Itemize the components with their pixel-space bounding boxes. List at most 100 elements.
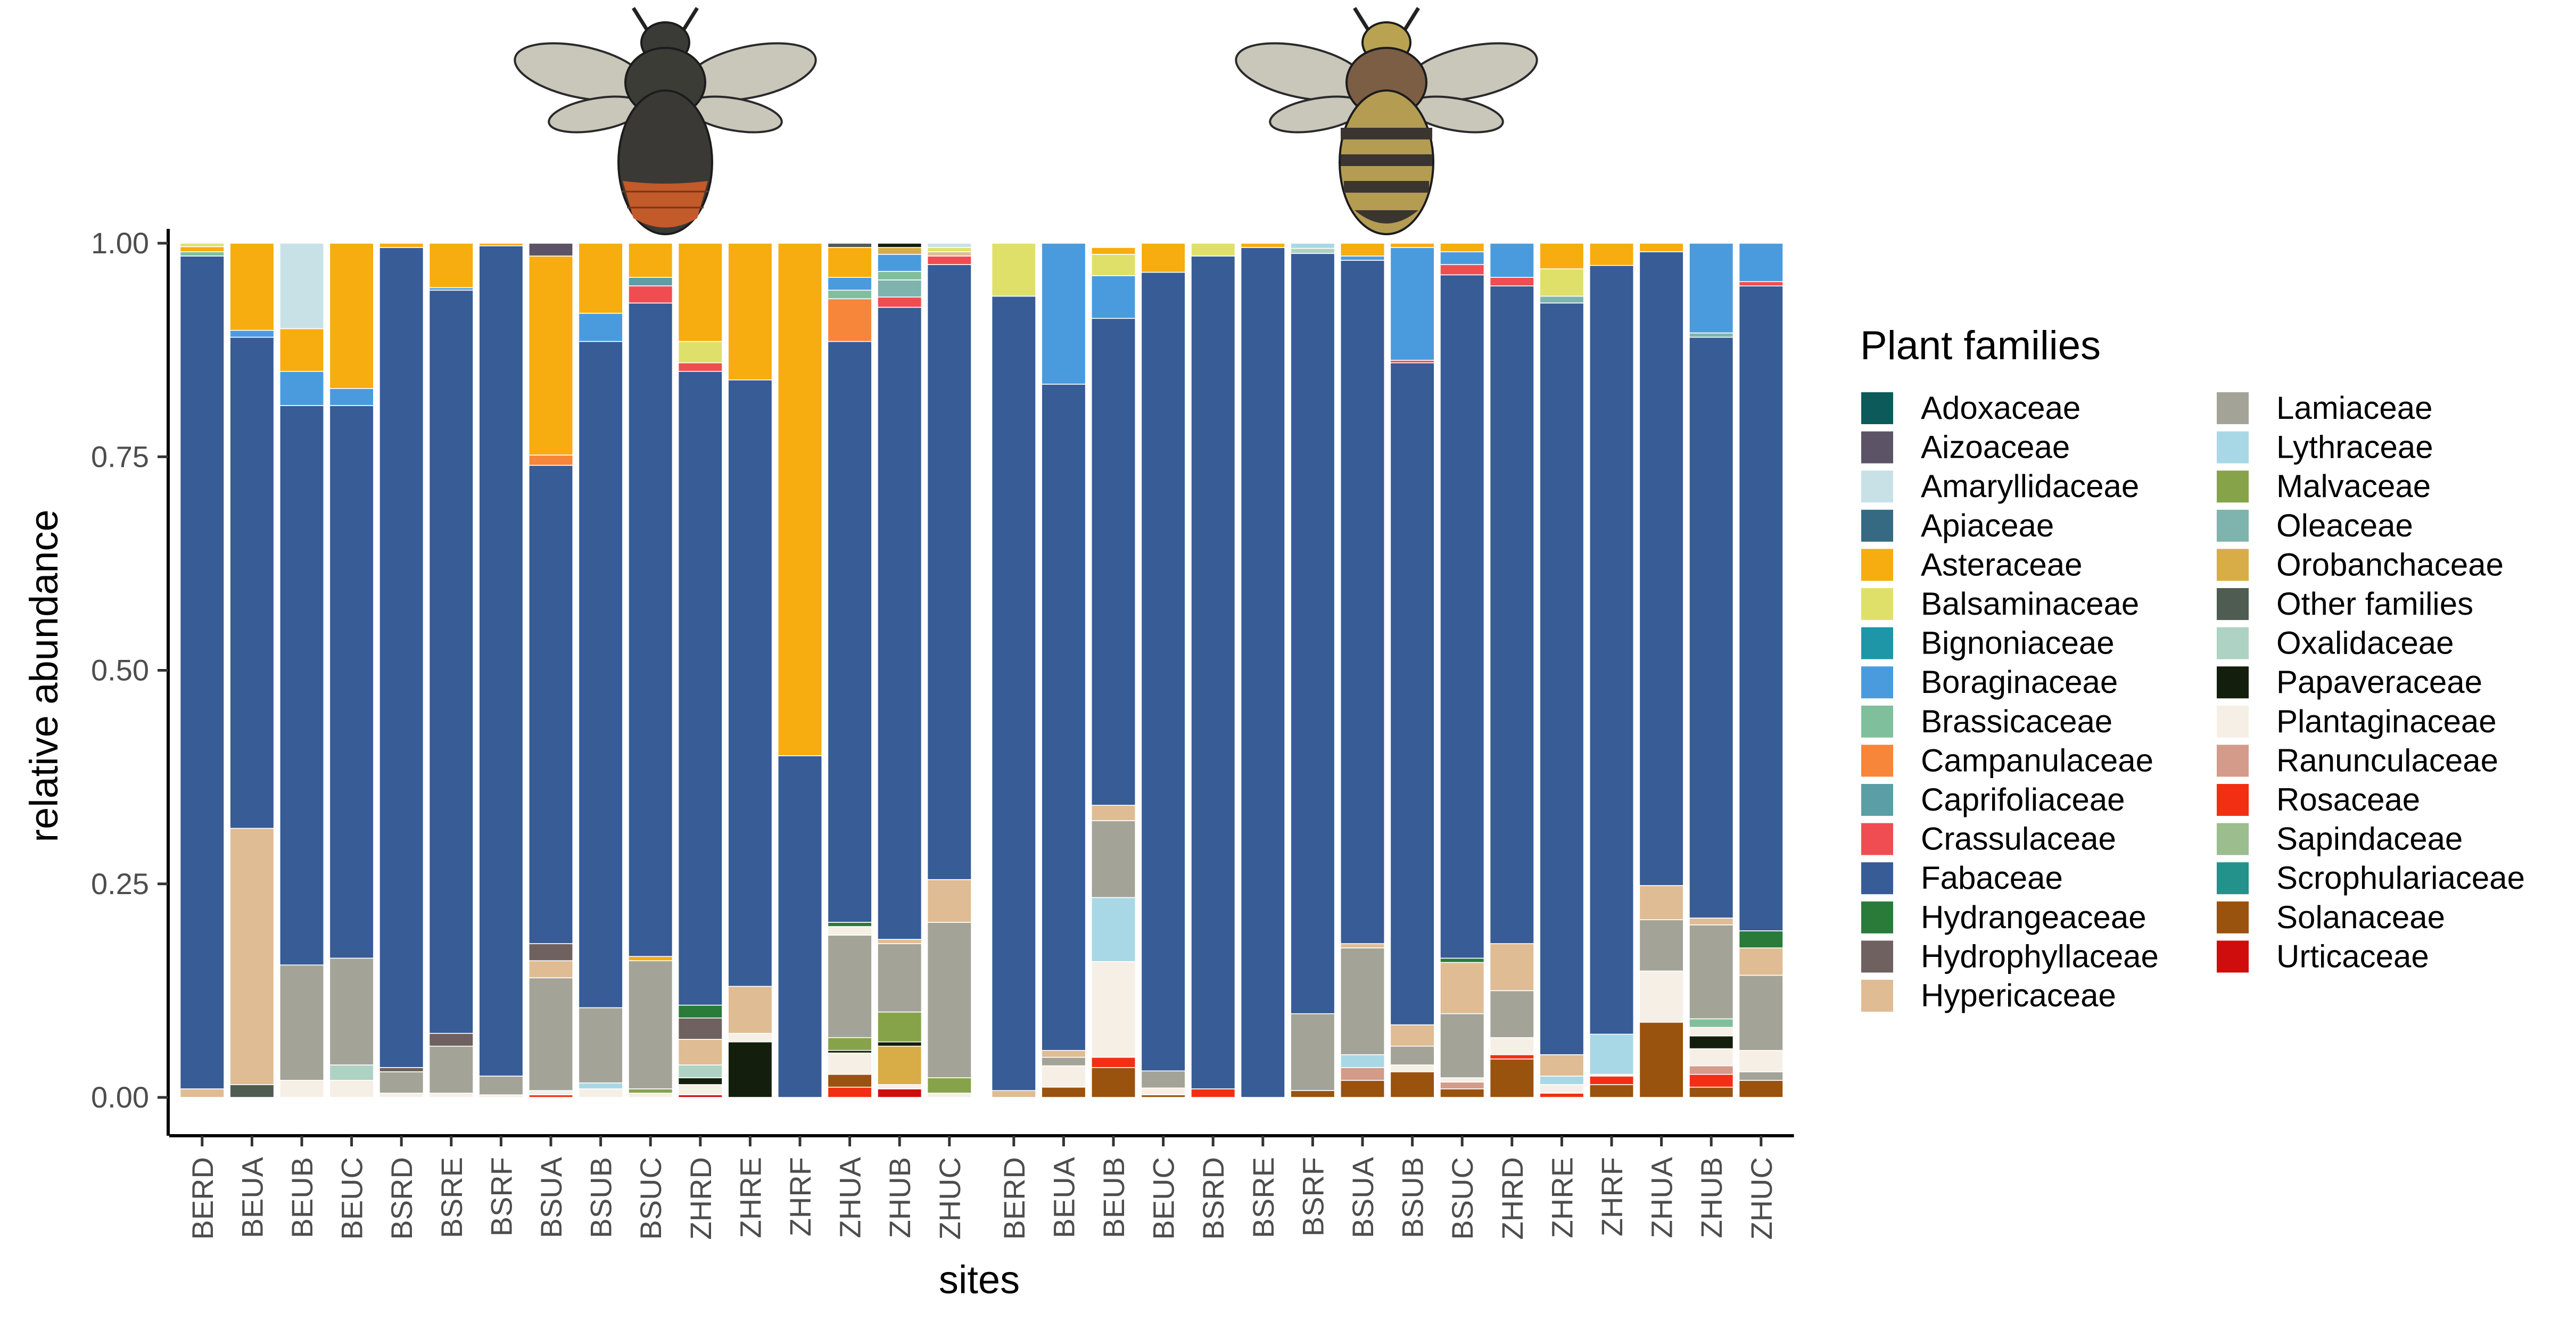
bar-segment-plantaginaceae [1539,1084,1584,1094]
bar-segment-asteraceae [1589,243,1634,266]
legend-swatch [2217,745,2249,777]
bar-zhrf [777,243,823,1098]
y-tick-label: 1.00 [91,226,149,260]
bar-segment-plantaginaceae [827,926,872,936]
legend-item-urticaceae: Urticaceae [2217,938,2429,974]
bar-segment-boraginaceae [279,370,325,406]
legend-swatch [1861,745,1893,777]
bar-segment-solanaceae [1489,1058,1534,1098]
bar-zhrf [1589,243,1634,1098]
bar-segment-balsaminaceae [1539,268,1584,297]
bar-segment-solanaceae [1390,1071,1435,1098]
bar-segment-boraginaceae [229,329,275,338]
legend-swatch [1861,901,1893,933]
bar-segment-hydrophyllaceae [678,1017,723,1040]
bar-segment-fabaceae [1290,253,1335,1014]
legend-label: Hydrangeaceae [1921,899,2146,935]
bar-bsub [1390,243,1435,1098]
bar-berd [179,243,225,1098]
bar-segment-plantaginaceae [628,1093,673,1098]
bar-beuc [329,243,374,1098]
bar-segment-lythraceae [1589,1034,1634,1075]
bar-segment-lamiaceae [628,960,673,1089]
bar-segment-plantaginaceae [379,1093,424,1098]
bar-segment-asteraceae [578,243,623,314]
bar-segment-hypericaceae [1539,1054,1584,1077]
legend-label: Sapindaceae [2276,821,2463,857]
bar-zhrd [678,243,723,1098]
bar-segment-papaveraceae [1689,1035,1734,1050]
bar-segment-lamiaceae [478,1076,524,1095]
bar-segment-lamiaceae [1340,947,1385,1055]
bar-segment-solanaceae [1041,1086,1086,1098]
bar-zhuc [1738,243,1784,1098]
bar-segment-asteraceae [1539,243,1584,269]
bar-segment-plantaginaceae [578,1088,623,1098]
x-tick-label: BSUC [634,1157,667,1240]
bar-segment-amaryllidaceae [927,243,972,248]
bar-segment-fabaceae [329,405,374,959]
bar-segment-lamiaceae [1440,1013,1485,1078]
bar-segment-plantaginaceae [877,1084,922,1089]
x-tick-label: BEUC [1147,1157,1180,1240]
bar-segment-fabaceae [279,405,325,966]
bar-segment-crassulaceae [877,296,922,308]
bar-segment-crassulaceae [927,255,972,265]
legend-label: Papaveraceae [2276,664,2482,700]
bar-segment-fabaceae [1141,271,1186,1072]
bar-segment-hypericaceae [1390,1024,1435,1047]
legend-label: Malvaceae [2276,468,2431,504]
legend-swatch [2217,901,2249,933]
bar-segment-lythraceae [1539,1076,1584,1085]
legend-swatch [1861,588,1893,620]
bar-segment-hypericaceae [1639,885,1684,920]
bar-segment-hypericaceae [991,1090,1036,1098]
bar-segment-boraginaceae [329,388,374,406]
legend-item-sapindaceae: Sapindaceae [2217,821,2463,857]
bar-segment-asteraceae [279,328,325,372]
bar-segment-asteraceae [728,243,773,381]
bar-segment-hypericaceae [1091,805,1136,821]
bar-segment-crassulaceae [628,285,673,304]
bar-segment-rosaceae [1091,1056,1136,1068]
x-tick-label: ZHRF [783,1157,817,1236]
bar-segment-plantaginaceae [329,1080,374,1098]
bar-segment-plantaginaceae [1738,1050,1784,1072]
bar-segment-boraginaceae [1689,243,1734,334]
bar-segment-lamiaceae [827,935,872,1038]
legend-swatch [2217,470,2249,503]
bar-segment-papaveraceae [877,1041,922,1047]
bar-segment-brassicaceae [877,271,922,280]
legend-item-bignoniaceae: Bignoniaceae [1861,625,2115,661]
bar-segment-fabaceae [379,247,424,1068]
bar-segment-plantaginaceae [927,1093,972,1098]
legend-label: Fabaceae [1921,860,2063,896]
bar-segment-hydrangeaceae [678,1004,723,1019]
bar-segment-fabaceae [1041,384,1086,1051]
bar-segment-balsaminaceae [1091,254,1136,276]
bar-segment-boraginaceae [1091,275,1136,319]
bar-segment-crassulaceae [1440,264,1485,276]
bar-segment-campanulaceae [528,455,574,466]
bar-segment-fabaceae [1440,274,1485,959]
bar-segment-asteraceae [528,255,574,456]
legend-label: Amaryllidaceae [1921,468,2139,504]
legend-swatch [2217,823,2249,855]
bar-segment-oleaceae [1539,295,1584,304]
bar-segment-malvaceae [927,1077,972,1094]
bar-segment-hydrangeaceae [1738,930,1784,948]
bar-segment-solanaceae [1639,1021,1684,1098]
bar-zhub [877,243,922,1098]
bar-segment-fabaceae [578,341,623,1009]
legend-swatch [2217,392,2249,424]
bar-segment-other-families [229,1084,275,1098]
legend-label: Urticaceae [2276,938,2429,974]
bar-segment-solanaceae [1290,1090,1335,1098]
bar-beua [229,243,275,1098]
x-tick-label: BSUB [584,1157,618,1238]
bar-segment-lamiaceae [1141,1070,1186,1089]
bar-segment-lamiaceae [1489,990,1534,1038]
bar-segment-urticaceae [877,1088,922,1098]
bar-segment-balsaminaceae [991,243,1036,297]
